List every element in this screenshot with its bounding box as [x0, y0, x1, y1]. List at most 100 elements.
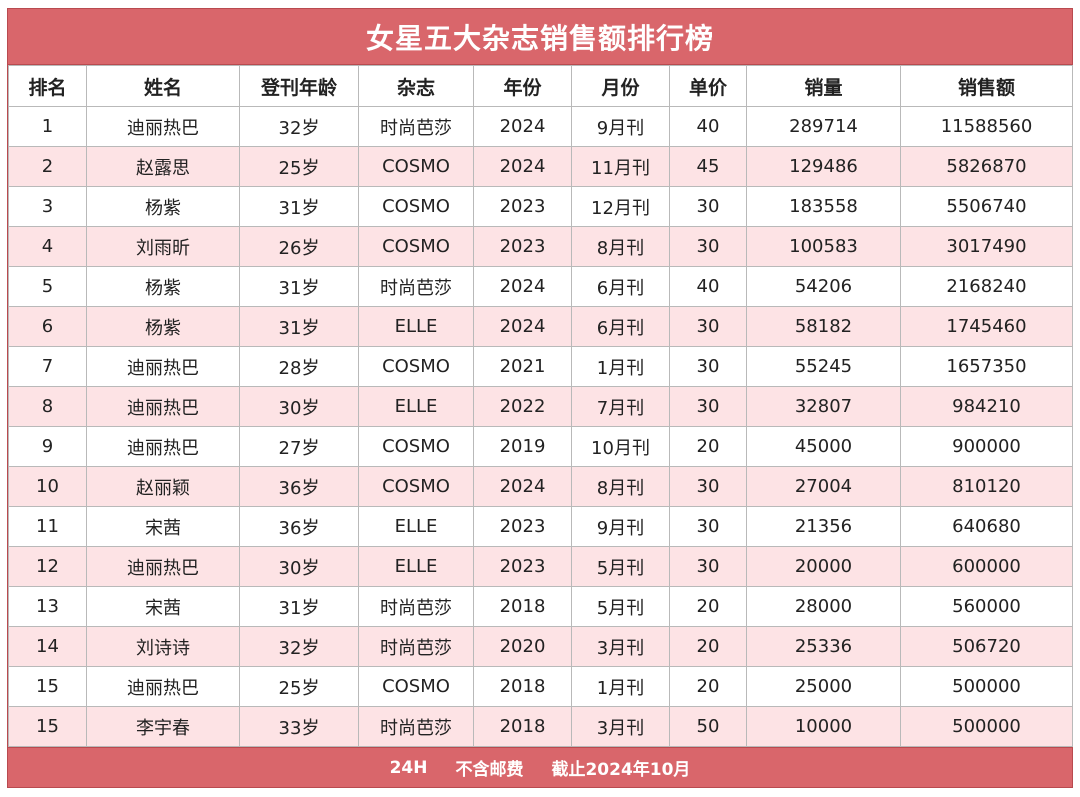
table-row: 14 刘诗诗 32岁 时尚芭莎 2020 3月刊 20 25336 506720 [8, 626, 1073, 667]
table-cell: 129486 [746, 146, 901, 187]
table-cell: 20 [669, 626, 747, 667]
column-header: 姓名 [86, 65, 240, 107]
table-cell: 2023 [473, 506, 572, 547]
table-cell: 45 [669, 146, 747, 187]
table-row: 4 刘雨昕 26岁 COSMO 2023 8月刊 30 100583 3017490 [8, 226, 1073, 267]
table-cell: ELLE [358, 386, 474, 427]
table-cell: 30 [669, 306, 747, 347]
table-row: 6 杨紫 31岁 ELLE 2024 6月刊 30 58182 1745460 [8, 306, 1073, 347]
table-cell: ELLE [358, 506, 474, 547]
table-cell: 30 [669, 346, 747, 387]
table-cell: 984210 [900, 386, 1073, 427]
table-cell: 2024 [473, 266, 572, 307]
table-cell: 27004 [746, 466, 901, 507]
table-cell: 2024 [473, 106, 572, 147]
table-cell: 30 [669, 506, 747, 547]
table-cell: 20 [669, 586, 747, 627]
table-cell: COSMO [358, 466, 474, 507]
table-cell: 36岁 [239, 506, 359, 547]
table-row: 12 迪丽热巴 30岁 ELLE 2023 5月刊 30 20000 600000 [8, 546, 1073, 587]
table-cell: 31岁 [239, 266, 359, 307]
table-cell: 25岁 [239, 666, 359, 707]
table-cell: 6月刊 [571, 266, 670, 307]
table-row: 10 赵丽颖 36岁 COSMO 2024 8月刊 30 27004 810120 [8, 466, 1073, 507]
table-cell: 1745460 [900, 306, 1073, 347]
table-cell: COSMO [358, 346, 474, 387]
table-cell: 1 [8, 106, 87, 147]
table-cell: 21356 [746, 506, 901, 547]
table-cell: 时尚芭莎 [358, 106, 474, 147]
table-cell: 宋茜 [86, 506, 240, 547]
table-cell: ELLE [358, 306, 474, 347]
column-header: 年份 [473, 65, 572, 107]
table-cell: 2 [8, 146, 87, 187]
column-header: 销售额 [900, 65, 1073, 107]
table-cell: 5826870 [900, 146, 1073, 187]
table-cell: 迪丽热巴 [86, 386, 240, 427]
table-cell: 30 [669, 546, 747, 587]
table-cell: 1月刊 [571, 346, 670, 387]
table-cell: 4 [8, 226, 87, 267]
table-cell: 10月刊 [571, 426, 670, 467]
table-cell: 600000 [900, 546, 1073, 587]
table-cell: 640680 [900, 506, 1073, 547]
table-cell: 25336 [746, 626, 901, 667]
table-cell: 2019 [473, 426, 572, 467]
table-cell: 500000 [900, 706, 1073, 747]
table-cell: 26岁 [239, 226, 359, 267]
table-cell: 13 [8, 586, 87, 627]
table-cell: 5月刊 [571, 586, 670, 627]
table-cell: 9 [8, 426, 87, 467]
column-header: 排名 [8, 65, 87, 107]
table-cell: 赵露思 [86, 146, 240, 187]
ranking-sheet: 女星五大杂志销售额排行榜 排名 姓名 登刊年龄 杂志 年份 月份 单价 销量 销售额 1 迪丽热巴… [7, 8, 1073, 788]
table-cell: 赵丽颖 [86, 466, 240, 507]
table-cell: COSMO [358, 226, 474, 267]
table-cell: 2023 [473, 186, 572, 227]
table-cell: 时尚芭莎 [358, 706, 474, 747]
table-cell: 时尚芭莎 [358, 626, 474, 667]
table-cell: 100583 [746, 226, 901, 267]
table-cell: 32岁 [239, 106, 359, 147]
table-cell: 11 [8, 506, 87, 547]
table-cell: 2018 [473, 666, 572, 707]
table-cell: 28000 [746, 586, 901, 627]
table-cell: 6月刊 [571, 306, 670, 347]
table-cell: 54206 [746, 266, 901, 307]
table-cell: 5月刊 [571, 546, 670, 587]
table-cell: 31岁 [239, 586, 359, 627]
table-cell: 31岁 [239, 306, 359, 347]
footer-duration: 24H [389, 757, 428, 778]
table-cell: COSMO [358, 426, 474, 467]
table-cell: 32807 [746, 386, 901, 427]
table-cell: COSMO [358, 146, 474, 187]
table-cell: 289714 [746, 106, 901, 147]
table-cell: 560000 [900, 586, 1073, 627]
page-title: 女星五大杂志销售额排行榜 [8, 9, 1072, 65]
table-cell: 40 [669, 266, 747, 307]
table-cell: 11月刊 [571, 146, 670, 187]
table-cell: 30 [669, 186, 747, 227]
ranking-table: 排名 姓名 登刊年龄 杂志 年份 月份 单价 销量 销售额 1 迪丽热巴 32岁 时尚芭莎 2024 9月… [8, 65, 1073, 747]
table-cell: 36岁 [239, 466, 359, 507]
table-cell: 迪丽热巴 [86, 426, 240, 467]
table-cell: 5 [8, 266, 87, 307]
table-cell: COSMO [358, 666, 474, 707]
table-cell: 3月刊 [571, 706, 670, 747]
table-row: 9 迪丽热巴 27岁 COSMO 2019 10月刊 20 45000 900000 [8, 426, 1073, 467]
table-cell: 2021 [473, 346, 572, 387]
table-cell: 3月刊 [571, 626, 670, 667]
table-cell: 杨紫 [86, 266, 240, 307]
table-cell: 2020 [473, 626, 572, 667]
table-row: 8 迪丽热巴 30岁 ELLE 2022 7月刊 30 32807 984210 [8, 386, 1073, 427]
table-cell: 28岁 [239, 346, 359, 387]
table-cell: 2018 [473, 706, 572, 747]
table-cell: 杨紫 [86, 306, 240, 347]
table-cell: 33岁 [239, 706, 359, 747]
table-row: 2 赵露思 25岁 COSMO 2024 11月刊 45 129486 5826870 [8, 146, 1073, 187]
table-cell: 时尚芭莎 [358, 266, 474, 307]
column-header: 销量 [746, 65, 901, 107]
table-cell: 3 [8, 186, 87, 227]
table-cell: 45000 [746, 426, 901, 467]
table-cell: 810120 [900, 466, 1073, 507]
